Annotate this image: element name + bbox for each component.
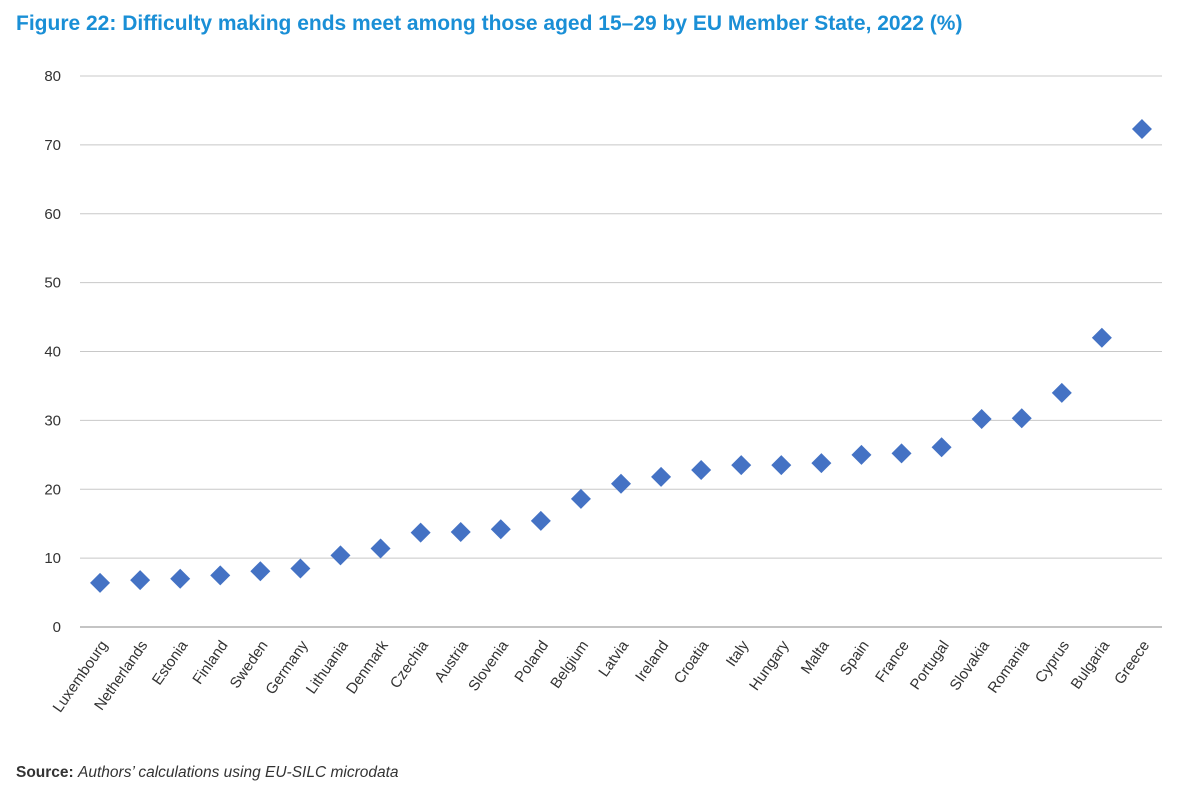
- x-tick-label: Cyprus: [1032, 638, 1073, 687]
- source-note: Source: Authors’ calculations using EU-S…: [16, 764, 399, 782]
- y-tick-label: 30: [44, 412, 61, 429]
- x-tick-label: Malta: [798, 637, 833, 677]
- x-tick-label: Greece: [1111, 638, 1153, 688]
- x-tick-label: Poland: [511, 638, 552, 686]
- data-point-romania: [1011, 408, 1032, 429]
- data-point-netherlands: [130, 570, 151, 591]
- x-tick-label: Estonia: [149, 637, 192, 688]
- data-point-czechia: [410, 522, 431, 543]
- x-tick-label: Latvia: [595, 637, 632, 680]
- data-point-greece: [1131, 119, 1152, 140]
- x-tick-label: Italy: [723, 637, 753, 670]
- source-text: Authors’ calculations using EU-SILC micr…: [78, 764, 399, 781]
- data-point-croatia: [691, 459, 712, 480]
- x-tick-label: Belgium: [547, 638, 592, 692]
- x-tick-label: Czechia: [387, 637, 432, 692]
- data-point-malta: [811, 453, 832, 474]
- data-point-france: [891, 443, 912, 464]
- x-tick-label: Slovenia: [465, 637, 512, 694]
- data-point-italy: [731, 455, 752, 476]
- chart-title: Figure 22: Difficulty making ends meet a…: [16, 12, 963, 35]
- y-tick-label: 10: [44, 550, 61, 567]
- data-point-spain: [851, 444, 872, 465]
- data-point-luxembourg: [90, 572, 111, 593]
- x-tick-label: Austria: [431, 637, 472, 686]
- x-tick-label: Croatia: [671, 637, 713, 687]
- x-tick-label: Spain: [837, 638, 873, 679]
- data-point-latvia: [611, 473, 631, 494]
- data-point-finland: [210, 565, 231, 586]
- data-point-estonia: [170, 568, 191, 589]
- x-axis-tick-labels: LuxembourgNetherlandsEstoniaFinlandSwede…: [50, 637, 1154, 716]
- data-point-lithuania: [330, 545, 351, 566]
- y-tick-label: 70: [44, 137, 61, 154]
- x-tick-label: Ireland: [632, 638, 672, 685]
- data-point-slovenia: [490, 519, 511, 540]
- data-point-poland: [530, 510, 551, 531]
- data-point-ireland: [651, 466, 672, 487]
- y-tick-label: 20: [44, 481, 61, 498]
- x-tick-label: Hungary: [746, 637, 793, 694]
- data-point-cyprus: [1051, 382, 1072, 403]
- data-points: [90, 119, 1152, 593]
- x-tick-label: Bulgaria: [1068, 637, 1114, 692]
- scatter-chart: 0 10 20 30 40 50 60 70 80 LuxembourgNetherlandsE…: [44, 68, 1162, 716]
- data-point-portugal: [931, 437, 952, 458]
- data-point-germany: [290, 558, 311, 579]
- data-point-belgium: [570, 488, 591, 509]
- data-point-slovakia: [971, 408, 992, 429]
- y-tick-label: 80: [44, 68, 61, 85]
- x-tick-label: Finland: [189, 638, 231, 688]
- x-tick-label: Romania: [985, 637, 1034, 696]
- data-point-sweden: [250, 561, 271, 582]
- y-tick-label: 60: [44, 206, 61, 223]
- source-label: Source:: [16, 764, 74, 781]
- data-point-denmark: [370, 538, 391, 559]
- y-axis-tick-labels: 0 10 20 30 40 50 60 70 80: [44, 68, 61, 636]
- y-tick-label: 0: [53, 619, 61, 636]
- data-point-hungary: [771, 455, 792, 476]
- y-tick-label: 40: [44, 344, 61, 361]
- x-tick-label: Denmark: [343, 637, 392, 697]
- data-point-bulgaria: [1091, 327, 1112, 348]
- y-tick-label: 50: [44, 275, 61, 292]
- x-tick-label: France: [872, 638, 913, 686]
- data-point-austria: [450, 521, 471, 542]
